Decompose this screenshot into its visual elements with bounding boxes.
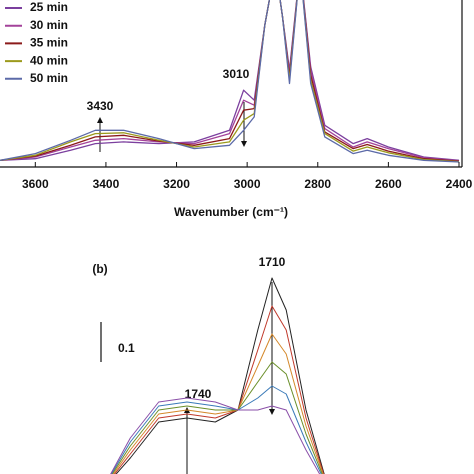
x-tick-label: 2400 <box>446 177 473 191</box>
x-tick-label: 3200 <box>163 177 190 191</box>
panel-label: (b) <box>92 262 107 276</box>
x-tick-label: 2800 <box>304 177 331 191</box>
spectrum-line <box>0 0 460 162</box>
spectrum-line <box>113 305 325 474</box>
legend-label: 40 min <box>30 53 68 67</box>
legend-label: 25 min <box>30 0 68 14</box>
scale-bar-label: 0.1 <box>118 341 135 355</box>
legend-label: 30 min <box>30 18 68 32</box>
annotation: 1710 <box>259 255 286 269</box>
x-tick-label: 3600 <box>22 177 49 191</box>
spectrum-line <box>0 0 460 163</box>
bottom-plot <box>110 277 325 474</box>
legend-label: 35 min <box>30 36 68 50</box>
x-tick-label: 3000 <box>234 177 261 191</box>
x-axis-label: Wavenumber (cm⁻¹) <box>174 205 288 219</box>
annotation: 1740 <box>185 387 212 401</box>
x-tick-label: 2600 <box>375 177 402 191</box>
legend-label: 50 min <box>30 71 68 85</box>
annotation: 3010 <box>223 67 250 81</box>
x-tick-label: 3400 <box>93 177 120 191</box>
spectrum-line <box>110 397 321 474</box>
top-plot <box>0 0 460 163</box>
annotation: 3430 <box>87 99 114 113</box>
spectrum-line <box>0 0 460 162</box>
spectrum-line <box>0 0 460 161</box>
spectrum-line <box>115 277 325 474</box>
spectrum-line <box>0 0 460 163</box>
